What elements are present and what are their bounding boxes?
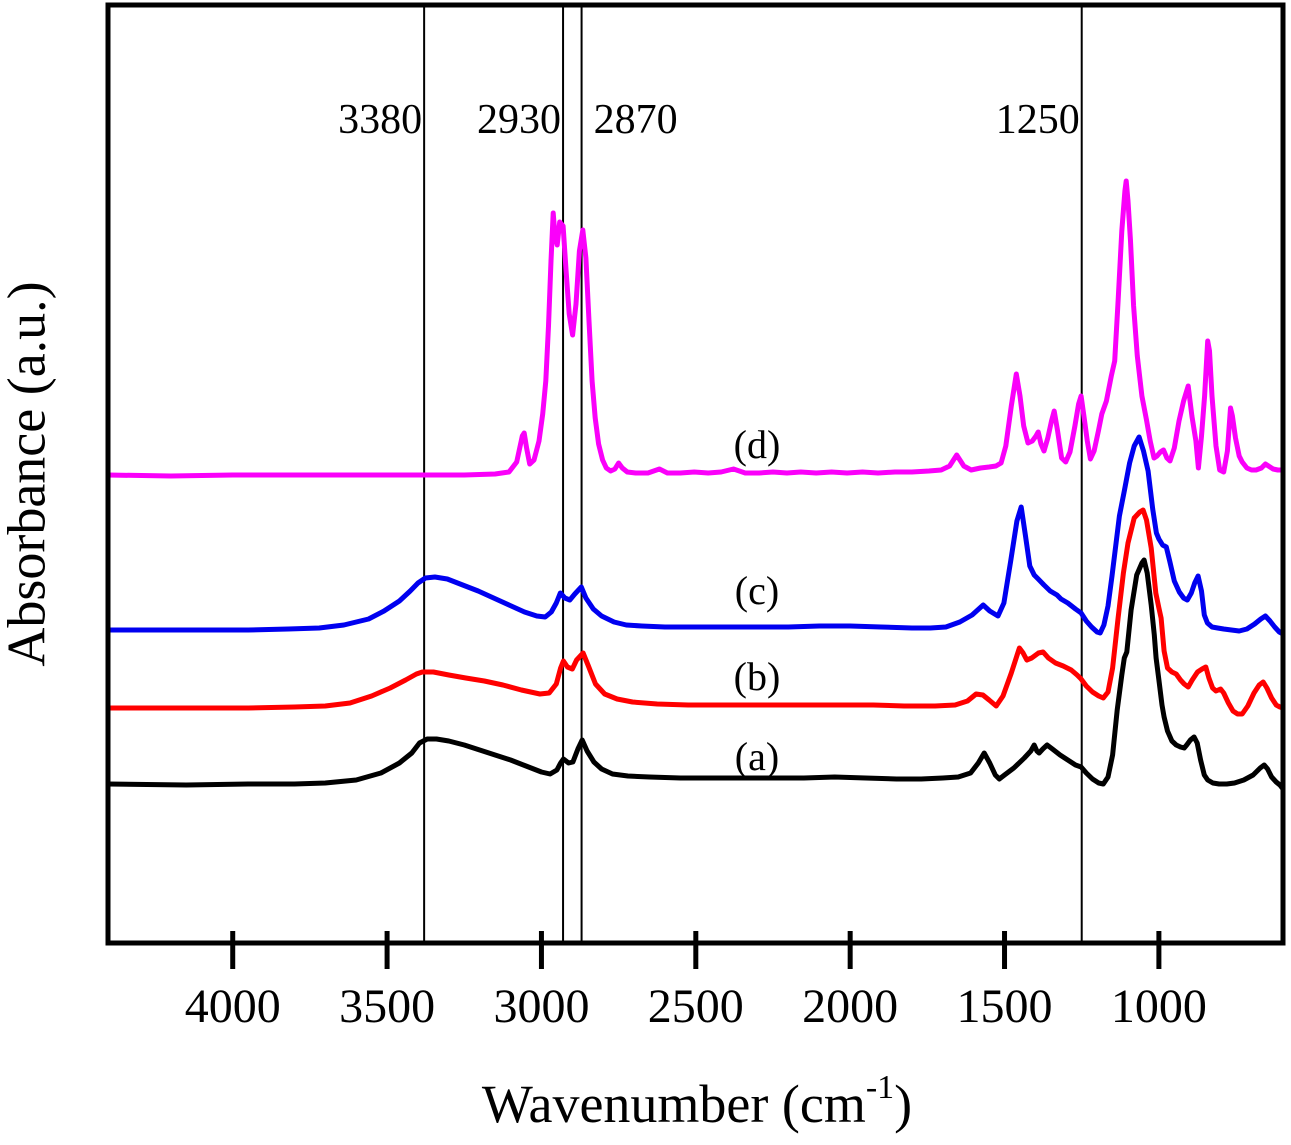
series-label-d: (d) [734, 422, 781, 467]
x-axis-title-close: ) [894, 1074, 912, 1134]
annotation-label-3380: 3380 [338, 97, 422, 143]
y-axis-title: Absorbance (a.u.) [0, 281, 56, 666]
spectrum-curve-d [105, 178, 1286, 479]
x-tick-label-3000: 3000 [493, 980, 589, 1033]
x-tick-label-1500: 1500 [957, 980, 1053, 1033]
series-label-c: (c) [735, 568, 779, 613]
annotation-label-2870: 2870 [594, 97, 678, 143]
x-tick-label-1000: 1000 [1111, 980, 1207, 1033]
x-axis-title: Wavenumber (cm-1) [482, 1069, 912, 1134]
chart-content: (a) (b) (c) (d) 4000 3500 3000 2500 2000 1500 1000… [105, 5, 1286, 1033]
annotation-label-2930: 2930 [477, 97, 561, 143]
x-tick-label-2500: 2500 [648, 980, 744, 1033]
series-label-a: (a) [735, 734, 779, 779]
series-label-b: (b) [734, 654, 781, 699]
x-tick-label-3500: 3500 [339, 980, 435, 1033]
plot-frame [105, 2, 1286, 946]
x-axis-title-superscript: -1 [866, 1069, 894, 1106]
spectrum-curve-c [105, 434, 1286, 637]
x-axis-title-main: Wavenumber (cm [482, 1074, 866, 1134]
spectrum-curve-a [105, 557, 1286, 792]
annotation-label-1250: 1250 [996, 97, 1080, 143]
x-tick-label-2000: 2000 [802, 980, 898, 1033]
spectrum-curve-b [105, 507, 1286, 717]
x-tick-label-4000: 4000 [185, 980, 281, 1033]
